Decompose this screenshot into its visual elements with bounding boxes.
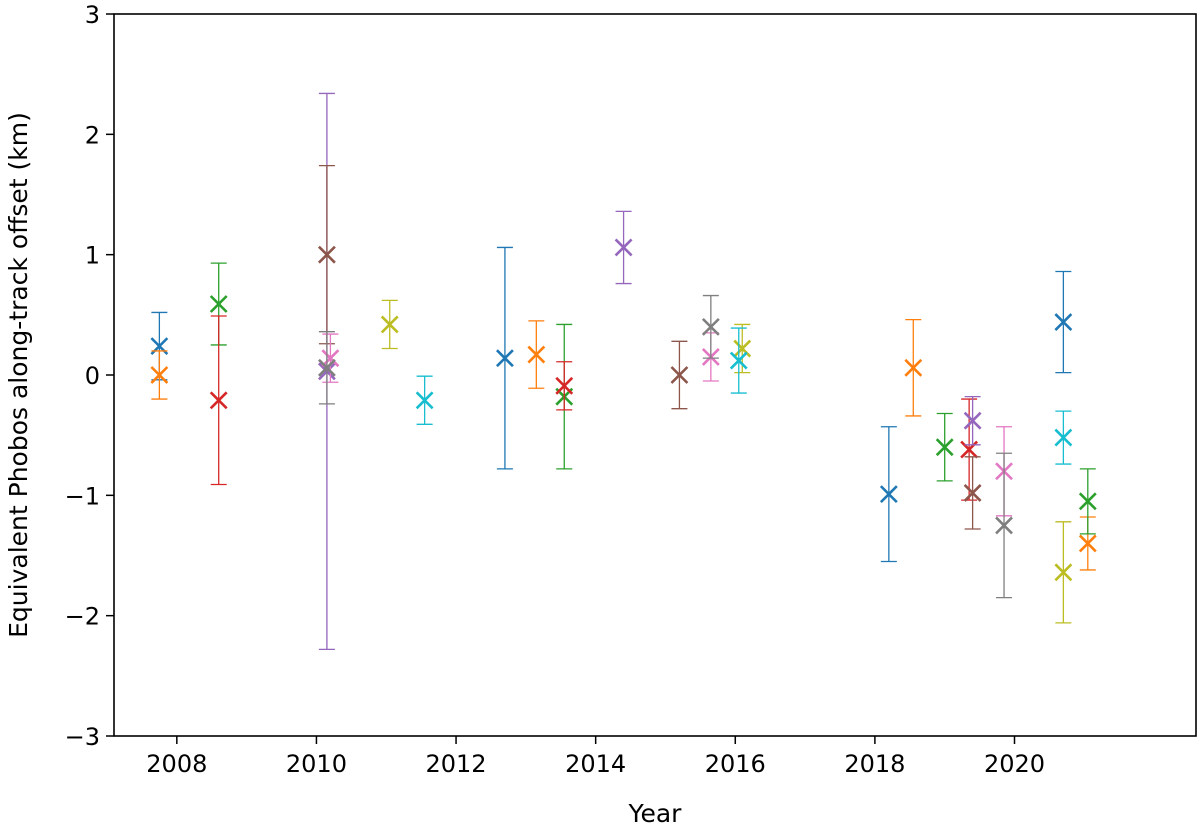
x-marker xyxy=(995,516,1013,535)
y-tick-label: 0 xyxy=(85,362,100,390)
data-point xyxy=(1054,521,1073,624)
data-point xyxy=(729,327,748,394)
data-point xyxy=(614,210,633,285)
x-axis: 2008 2010 2012 2014 2016 2018 2020 xyxy=(146,736,1045,778)
data-point xyxy=(960,398,979,501)
data-point xyxy=(1078,468,1097,535)
data-point xyxy=(904,318,923,417)
x-marker xyxy=(1078,492,1097,511)
data-point xyxy=(209,315,228,486)
x-marker xyxy=(150,366,169,384)
x-marker xyxy=(555,376,574,395)
x-marker xyxy=(879,485,898,504)
data-point xyxy=(317,164,336,345)
data-point xyxy=(1054,410,1073,465)
x-marker xyxy=(209,391,228,410)
x-marker xyxy=(415,391,434,410)
data-point xyxy=(317,331,336,405)
x-tick-label: 2012 xyxy=(426,750,487,778)
y-tick-label: −2 xyxy=(65,603,100,631)
x-tick-label: 2010 xyxy=(286,750,347,778)
y-tick-label: 3 xyxy=(85,1,100,29)
x-tick-label: 2008 xyxy=(146,750,207,778)
x-marker xyxy=(670,366,689,384)
x-marker xyxy=(1054,428,1073,447)
x-marker xyxy=(527,345,546,364)
data-point xyxy=(1054,270,1073,374)
data-point xyxy=(963,456,982,530)
y-axis: −3 −2 −1 0 1 2 3 xyxy=(65,1,114,751)
x-marker xyxy=(904,358,923,377)
x-marker xyxy=(935,438,954,457)
x-marker xyxy=(1054,313,1073,331)
x-marker xyxy=(1078,534,1097,553)
x-tick-label: 2014 xyxy=(565,750,626,778)
data-layer xyxy=(150,92,1097,651)
x-marker xyxy=(614,238,633,257)
data-point xyxy=(415,375,434,425)
data-point xyxy=(150,350,169,400)
data-point xyxy=(935,412,954,482)
data-point xyxy=(963,396,982,446)
data-point xyxy=(495,246,514,470)
x-tick-label: 2016 xyxy=(705,750,766,778)
x-marker xyxy=(209,295,228,313)
y-tick-label: −3 xyxy=(65,723,100,751)
x-marker xyxy=(317,358,336,377)
data-point xyxy=(380,299,399,350)
data-point xyxy=(995,452,1013,599)
x-marker xyxy=(733,339,752,358)
data-point xyxy=(670,340,689,410)
x-axis-label: Year xyxy=(628,799,683,828)
x-tick-label: 2018 xyxy=(844,750,905,778)
y-tick-label: −1 xyxy=(65,482,100,510)
y-tick-label: 1 xyxy=(85,242,100,270)
data-point xyxy=(527,320,546,389)
x-marker xyxy=(1054,563,1073,582)
data-point xyxy=(701,294,720,359)
x-marker xyxy=(701,317,720,336)
x-marker xyxy=(317,245,336,264)
x-marker xyxy=(380,315,399,334)
plot-frame xyxy=(113,13,1197,737)
x-marker xyxy=(495,349,514,368)
data-point xyxy=(321,333,340,383)
x-marker xyxy=(729,351,748,370)
x-marker xyxy=(321,349,340,368)
y-tick-label: 2 xyxy=(85,121,100,149)
x-marker xyxy=(963,484,982,502)
x-tick-label: 2020 xyxy=(984,750,1045,778)
y-axis-label: Equivalent Phobos along-track offset (km… xyxy=(4,112,33,638)
data-point xyxy=(879,426,898,563)
data-point xyxy=(555,361,574,411)
x-marker xyxy=(963,411,982,430)
